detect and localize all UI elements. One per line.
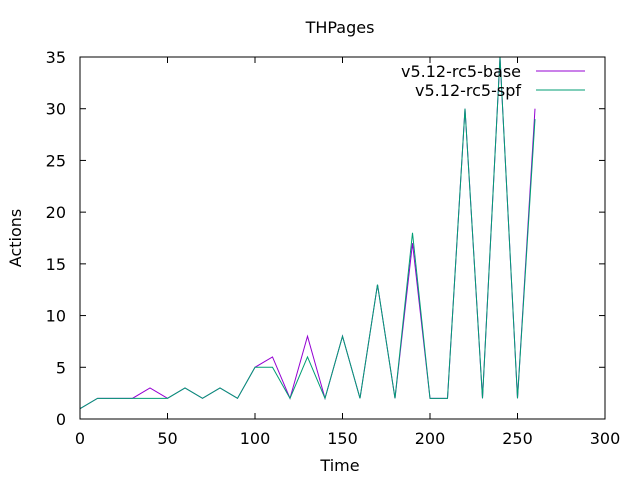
plot-frame — [79, 56, 606, 420]
x-tick-label: 300 — [590, 429, 621, 448]
x-tick-label: 0 — [75, 429, 85, 448]
y-tick-label: 25 — [46, 151, 66, 170]
legend-entry-label: v5.12-rc5-spf — [415, 81, 521, 100]
y-tick-label: 30 — [46, 100, 66, 119]
y-tick-label: 0 — [56, 410, 66, 429]
y-tick-label: 10 — [46, 307, 66, 326]
x-tick-label: 100 — [240, 429, 271, 448]
axis-ticks: 0 50 100 150 200 250 300 0 5 10 15 20 25 30 35 — [46, 48, 621, 448]
series-line-2 — [79, 56, 536, 410]
legend-entry-label: v5.12-rc5-base — [401, 62, 521, 81]
x-tick-label: 50 — [157, 429, 177, 448]
x-tick-label: 150 — [327, 429, 358, 448]
x-tick-label: 250 — [502, 429, 533, 448]
y-tick-label: 20 — [46, 203, 66, 222]
chart-title: THPages — [305, 18, 375, 37]
series-layer — [79, 56, 536, 410]
y-tick-label: 5 — [56, 358, 66, 377]
x-axis-label: Time — [319, 456, 359, 475]
x-tick-label: 200 — [415, 429, 446, 448]
y-tick-label: 15 — [46, 255, 66, 274]
y-tick-label: 35 — [46, 48, 66, 67]
y-axis-label: Actions — [6, 209, 25, 267]
